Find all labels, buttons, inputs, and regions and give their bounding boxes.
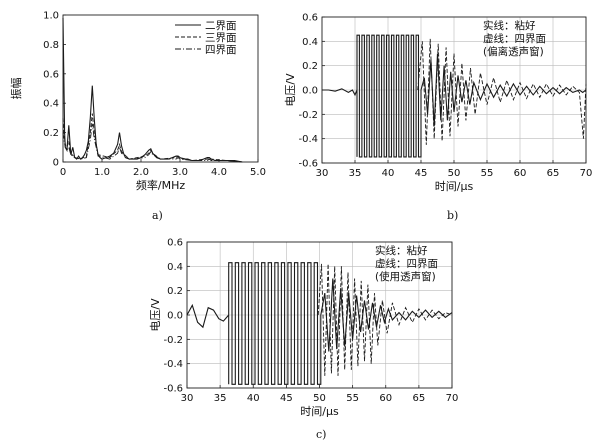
x-tick-label: 30	[181, 393, 194, 404]
y-tick-label: 0.0	[167, 311, 183, 322]
x-tick-label: 65	[547, 168, 560, 179]
y-axis-label: 电压/V	[149, 298, 162, 332]
chart-c: 30 35 40 45 50 55 60 65 70 0.6 0.4 0.2 0.0 -0.2 -0.4 -0…	[149, 238, 459, 419]
y-tick-label: 0.4	[167, 262, 183, 273]
y-tick-label: 0.4	[43, 99, 59, 110]
y-tick-label: -0.2	[163, 335, 183, 346]
y-tick-label: 0.8	[43, 40, 59, 51]
x-tick-label: 4.0	[211, 167, 227, 178]
series-line-2	[417, 38, 587, 145]
series-2	[417, 38, 587, 145]
x-tick-label: 70	[446, 393, 459, 404]
plot-frame	[62, 14, 259, 163]
x-axis-label: 频率/MHz	[136, 178, 185, 192]
y-tick-label: -0.6	[298, 159, 318, 170]
x-tick-label: 1.0	[94, 167, 110, 178]
legend-label: 三界面	[205, 32, 237, 44]
series-1	[322, 34, 587, 158]
series-2	[317, 263, 453, 376]
x-tick-label: 2.0	[133, 167, 149, 178]
y-tick-label: 0.4	[302, 37, 318, 48]
y-tick-label: 1.0	[43, 11, 59, 22]
legend-label: 四界面	[205, 44, 237, 56]
annotation-line: 虚线：四界面	[483, 32, 546, 45]
x-tick-label: 35	[214, 393, 227, 404]
annotation-line: 实线：粘好	[483, 19, 536, 32]
x-tick-label: 60	[514, 168, 527, 179]
annotation-line: 虚线：四界面	[375, 257, 438, 270]
x-tick-label: 65	[413, 393, 426, 404]
y-tick-label: -0.4	[298, 134, 318, 145]
series-line-1	[322, 34, 587, 158]
y-tick-label: 0	[53, 158, 59, 169]
x-tick-label: 40	[382, 168, 395, 179]
y-tick-label: -0.6	[163, 384, 183, 395]
series-3	[62, 123, 243, 163]
x-tick-label: 55	[481, 168, 494, 179]
y-tick-label: 0.6	[43, 69, 59, 80]
series-line-3	[62, 123, 243, 163]
y-tick-label: -0.2	[298, 110, 318, 121]
x-tick-label: 0	[60, 167, 66, 178]
series-line-2	[317, 263, 453, 376]
x-tick-label: 50	[313, 393, 326, 404]
y-axis-label: 电压/V	[284, 73, 297, 107]
chart-a: 0 1.0 2.0 3.0 4.0 5.0 0 0.2 0.4 0.6 0.8 1.0 频率/MHz 振幅…	[9, 11, 266, 193]
y-tick-label: -0.4	[163, 359, 183, 370]
x-tick-label: 45	[280, 393, 293, 404]
y-tick-label: 0.2	[302, 61, 318, 72]
annotation-line: (偏离透声窗)	[483, 45, 544, 58]
x-axis-label: 时间/μs	[300, 405, 339, 418]
x-tick-label: 3.0	[172, 167, 188, 178]
x-tick-label: 55	[346, 393, 359, 404]
x-tick-label: 40	[247, 393, 260, 404]
caption-a: a)	[152, 209, 163, 222]
y-tick-label: 0.6	[167, 238, 183, 249]
x-tick-label: 60	[379, 393, 392, 404]
y-tick-label: 0.2	[43, 128, 59, 139]
x-tick-label: 35	[349, 168, 362, 179]
x-tick-label: 5.0	[250, 167, 266, 178]
annotation-line: 实线：粘好	[375, 244, 428, 257]
x-tick-label: 50	[448, 168, 461, 179]
x-axis-label: 时间/μs	[435, 180, 474, 193]
caption-b: b)	[447, 209, 459, 222]
y-tick-label: 0.0	[302, 86, 318, 97]
y-tick-label: 0.6	[302, 13, 318, 24]
x-tick-label: 30	[316, 168, 329, 179]
x-tick-label: 70	[580, 168, 593, 179]
x-tick-label: 45	[415, 168, 428, 179]
legend-label: 二界面	[205, 20, 237, 32]
y-axis-label: 振幅	[9, 78, 23, 100]
chart-b: 30 35 40 45 50 55 60 65 70 0.6 0.4 0.2 0.0 -0.2 -0.4 -0…	[284, 13, 593, 194]
annotation-line: (使用透声窗)	[375, 270, 436, 283]
y-tick-label: 0.2	[167, 286, 183, 297]
caption-c: c)	[316, 428, 327, 441]
